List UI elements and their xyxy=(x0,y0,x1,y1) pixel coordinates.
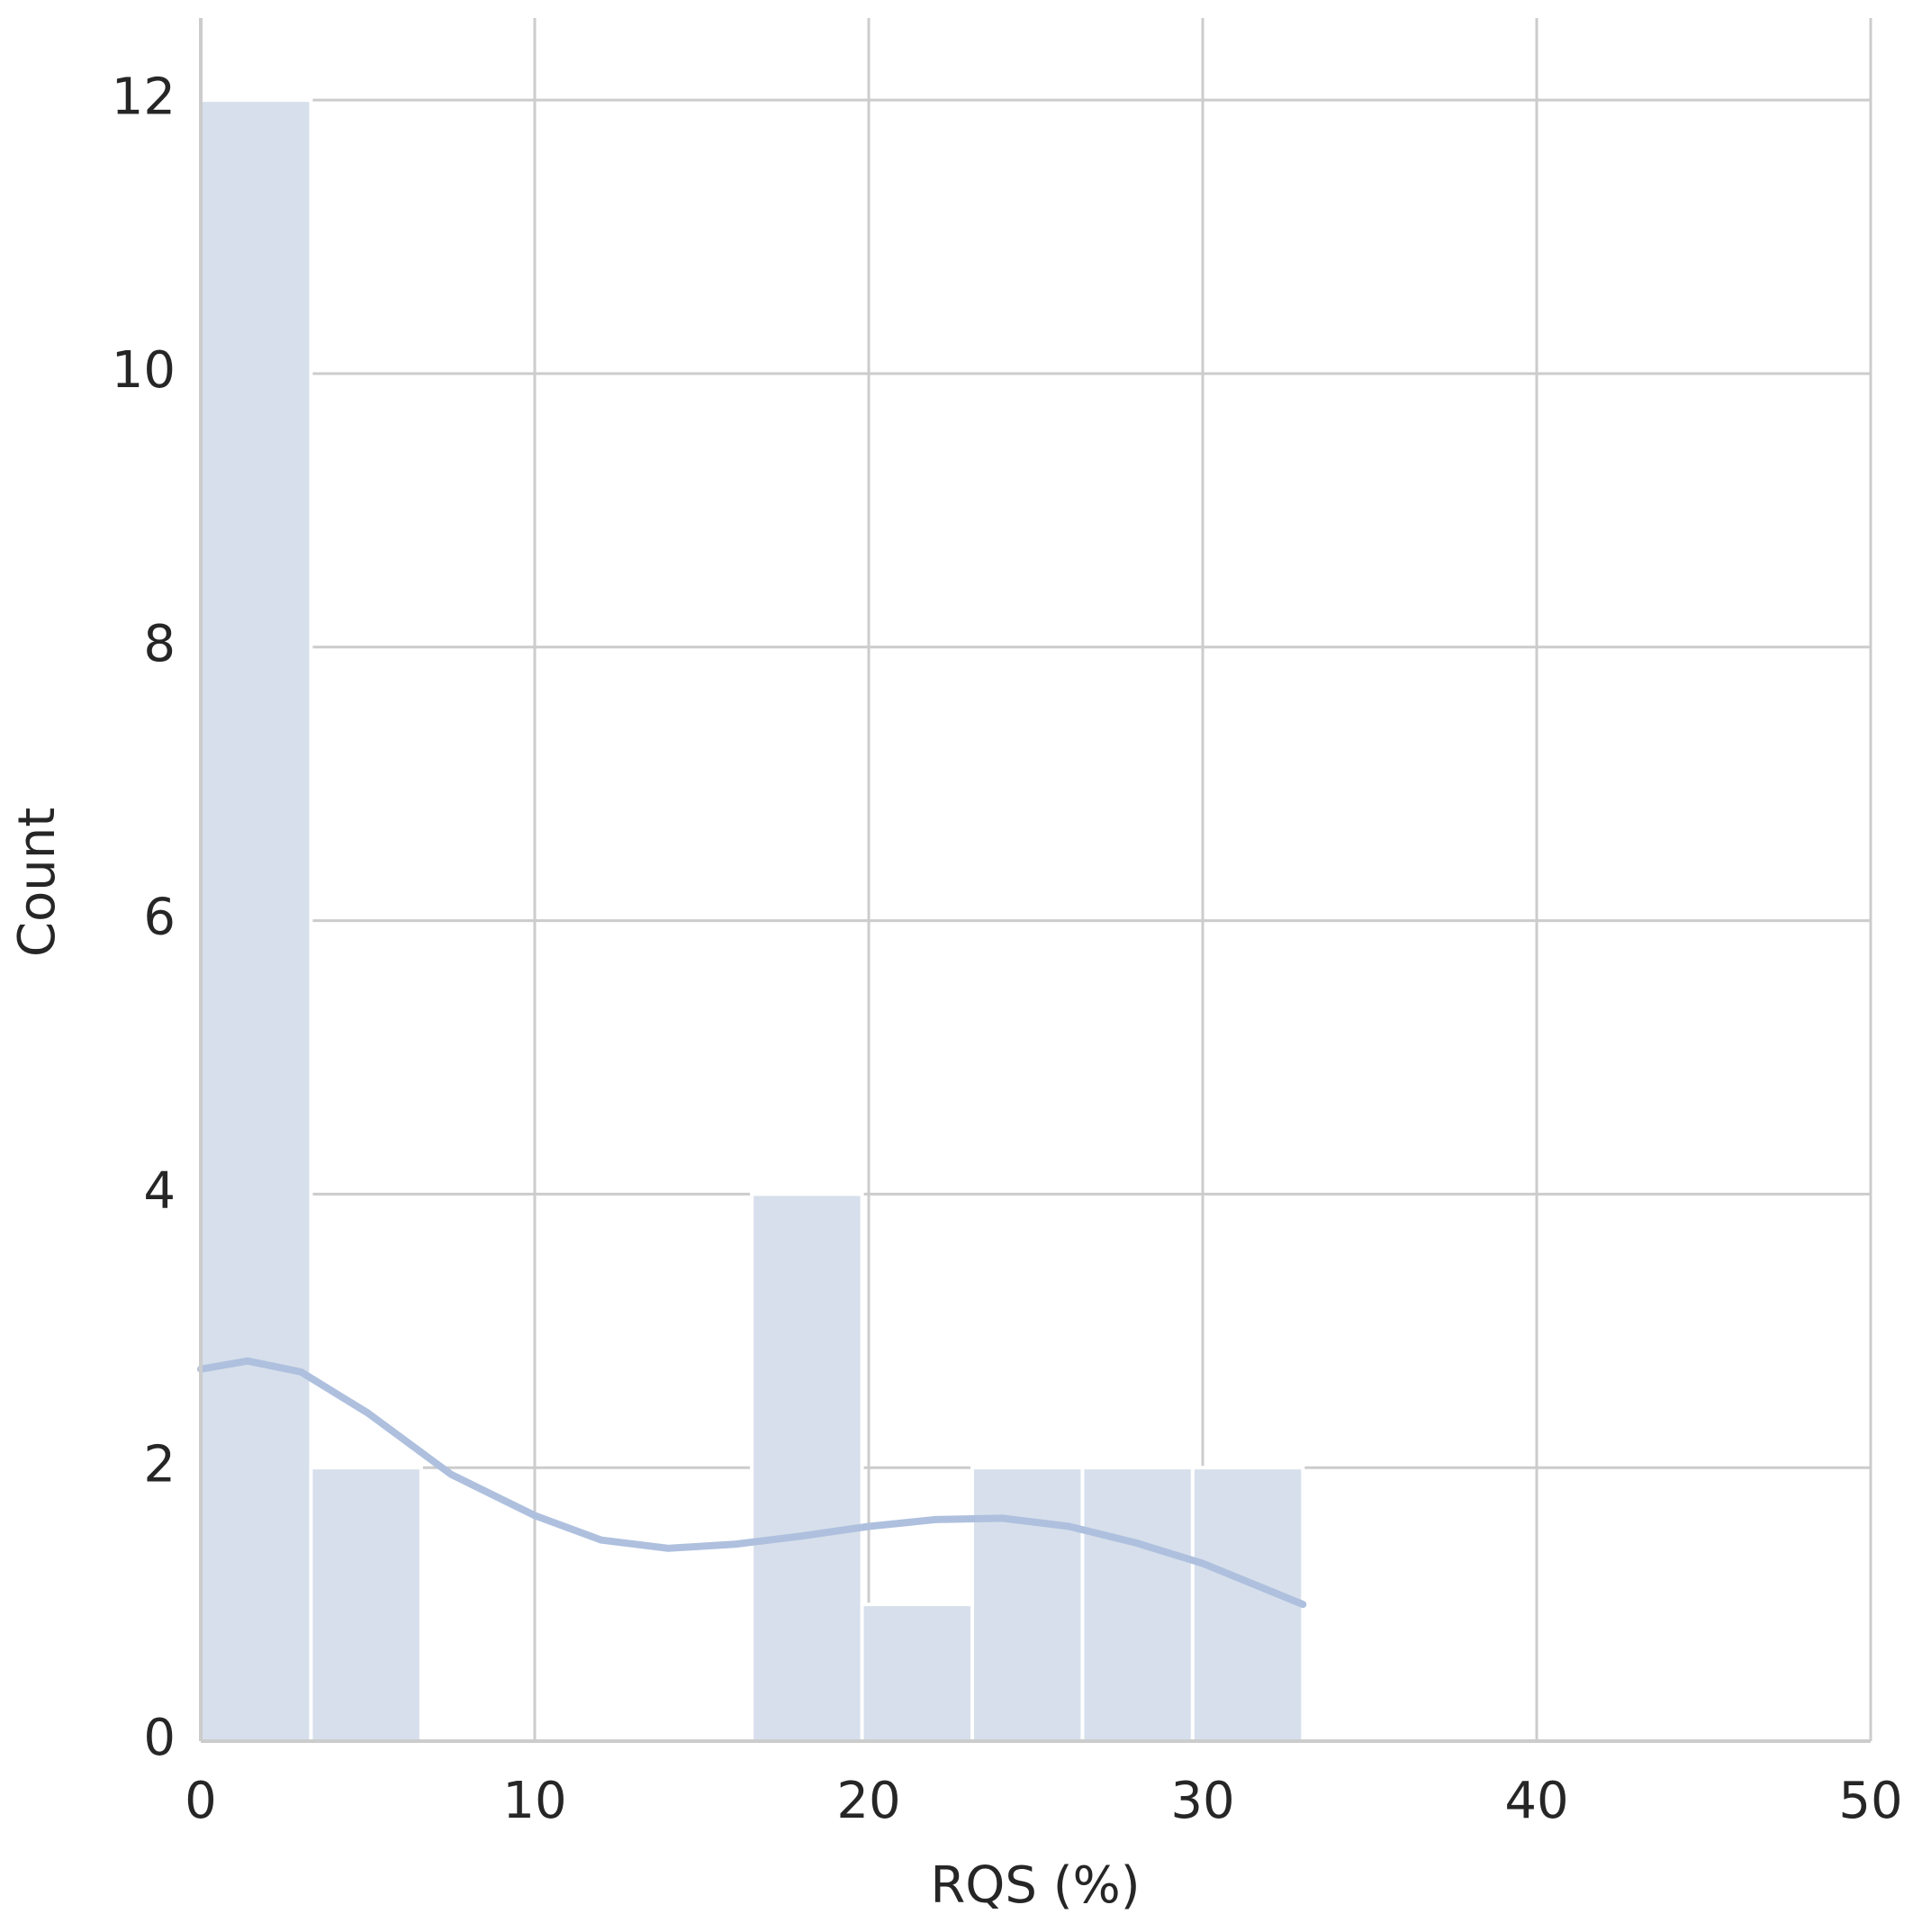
x-tick-label: 50 xyxy=(1838,1772,1902,1830)
bar xyxy=(309,1466,423,1743)
bar xyxy=(750,1192,864,1743)
y-axis-label: Count xyxy=(8,808,67,957)
bar xyxy=(860,1602,975,1743)
y-tick-label: 12 xyxy=(112,68,176,126)
x-tick-label: 40 xyxy=(1504,1772,1568,1830)
x-tick-label: 10 xyxy=(502,1772,566,1830)
x-tick-label: 20 xyxy=(836,1772,900,1830)
y-tick-label: 10 xyxy=(112,341,176,400)
x-axis-label: RQS (%) xyxy=(930,1856,1140,1915)
kde-line xyxy=(197,1357,1307,1609)
y-tick-label: 8 xyxy=(143,615,176,673)
x-tick-label: 30 xyxy=(1170,1772,1234,1830)
bar xyxy=(199,98,313,1744)
y-tick-label: 6 xyxy=(143,889,176,947)
x-tick-label: 0 xyxy=(185,1772,217,1830)
bar xyxy=(1190,1466,1305,1743)
y-tick-label: 4 xyxy=(143,1162,176,1221)
bar xyxy=(970,1466,1085,1743)
bar xyxy=(1080,1466,1195,1743)
y-tick-label: 2 xyxy=(143,1435,176,1494)
y-tick-label: 0 xyxy=(143,1709,176,1767)
